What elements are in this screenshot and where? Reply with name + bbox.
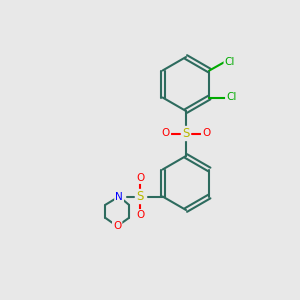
Text: O: O xyxy=(162,128,170,139)
Text: O: O xyxy=(136,210,144,220)
Text: Cl: Cl xyxy=(225,57,235,67)
Text: O: O xyxy=(113,221,121,231)
Text: S: S xyxy=(182,127,190,140)
Text: O: O xyxy=(136,173,144,183)
Text: Cl: Cl xyxy=(226,92,236,103)
Text: S: S xyxy=(136,190,144,203)
Text: O: O xyxy=(202,128,210,139)
Text: N: N xyxy=(115,191,123,202)
